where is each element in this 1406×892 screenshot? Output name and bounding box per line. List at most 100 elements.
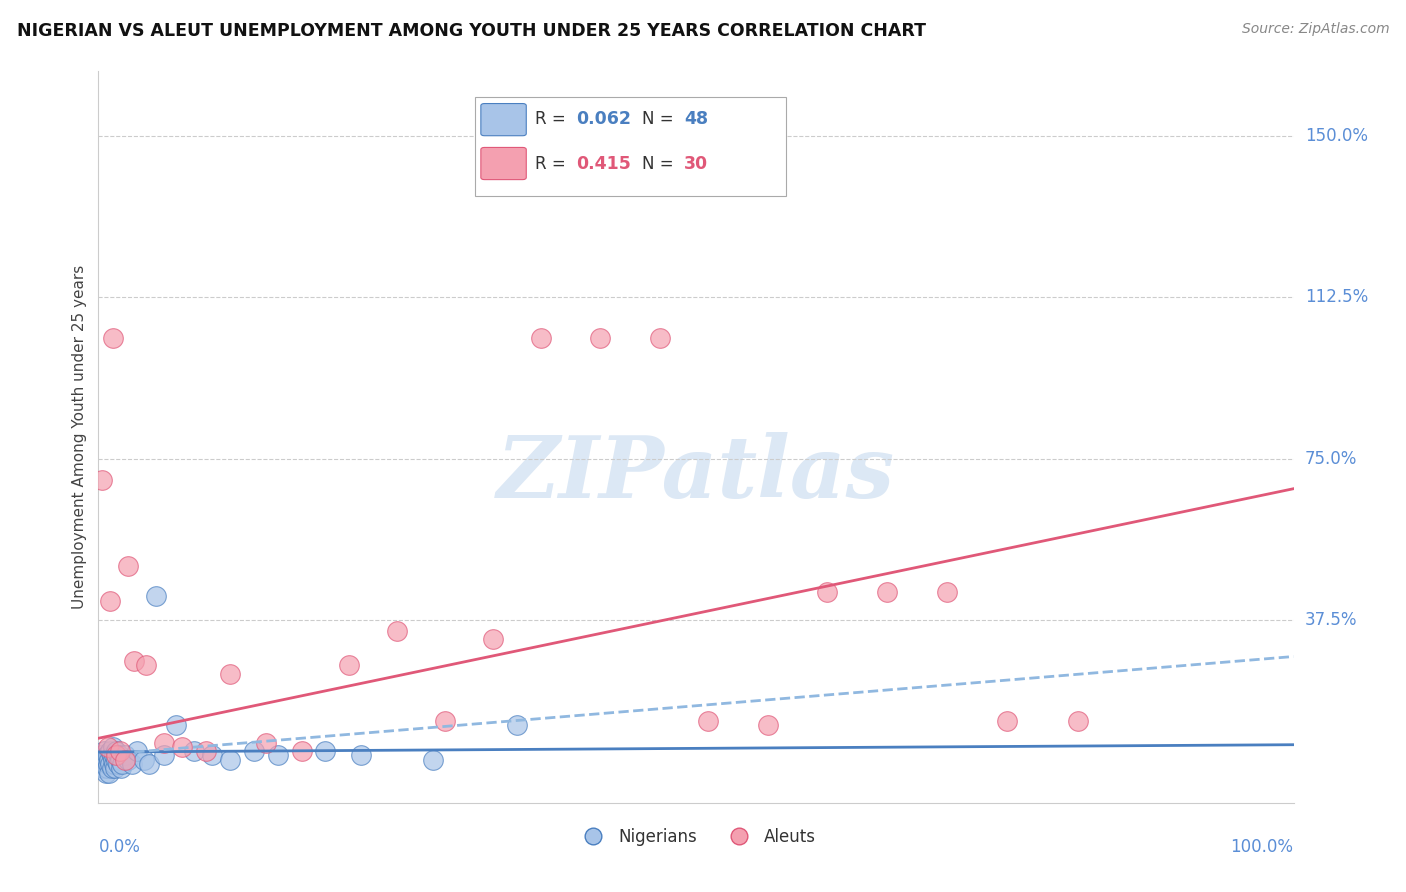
Point	[125, 744, 148, 758]
Text: N =: N =	[643, 154, 679, 172]
Point	[96, 761, 118, 775]
Text: NIGERIAN VS ALEUT UNEMPLOYMENT AMONG YOUTH UNDER 25 YEARS CORRELATION CHART: NIGERIAN VS ALEUT UNEMPLOYMENT AMONG YOU…	[17, 22, 927, 40]
Point	[121, 757, 143, 772]
FancyBboxPatch shape	[475, 97, 786, 195]
Point	[96, 748, 118, 763]
Text: 0.062: 0.062	[576, 110, 631, 128]
Text: 48: 48	[685, 110, 709, 128]
Y-axis label: Unemployment Among Youth under 25 years: Unemployment Among Youth under 25 years	[72, 265, 87, 609]
Point	[153, 748, 176, 763]
Point	[506, 718, 529, 732]
Point	[195, 744, 218, 758]
Point	[101, 331, 124, 345]
Point	[145, 589, 167, 603]
Point	[98, 593, 122, 607]
Point	[91, 473, 114, 487]
Point	[165, 718, 187, 732]
Point	[350, 748, 373, 763]
Point	[100, 761, 122, 775]
Point	[98, 744, 122, 758]
Text: N =: N =	[643, 110, 679, 128]
Point	[94, 753, 117, 767]
Point	[107, 757, 129, 772]
Point	[117, 753, 139, 767]
Point	[105, 744, 128, 758]
Point	[90, 748, 112, 763]
Point	[267, 748, 290, 763]
Point	[107, 748, 129, 763]
Point	[98, 765, 121, 780]
Point	[104, 761, 127, 775]
Point	[93, 757, 115, 772]
Point	[315, 744, 337, 758]
Point	[243, 744, 266, 758]
Text: Source: ZipAtlas.com: Source: ZipAtlas.com	[1241, 22, 1389, 37]
Point	[97, 757, 120, 772]
Point	[1067, 714, 1090, 728]
Text: 112.5%: 112.5%	[1305, 288, 1368, 306]
Point	[94, 765, 117, 780]
Point	[101, 753, 124, 767]
Point	[589, 331, 612, 345]
Point	[756, 718, 779, 732]
Point	[91, 753, 114, 767]
Point	[936, 585, 959, 599]
Point	[110, 761, 132, 775]
Legend: Nigerians, Aleuts: Nigerians, Aleuts	[569, 822, 823, 853]
Point	[138, 757, 160, 772]
Point	[254, 735, 277, 749]
Point	[98, 753, 121, 767]
Point	[291, 744, 314, 758]
Point	[434, 714, 457, 728]
Point	[103, 748, 125, 763]
Point	[100, 748, 122, 763]
Text: 0.415: 0.415	[576, 154, 631, 172]
Point	[172, 739, 194, 754]
FancyBboxPatch shape	[481, 147, 526, 179]
Point	[108, 753, 131, 767]
Point	[91, 757, 114, 772]
Point	[97, 739, 120, 754]
Point	[697, 714, 720, 728]
Point	[103, 757, 125, 772]
Text: 150.0%: 150.0%	[1305, 127, 1368, 145]
Point	[93, 744, 115, 758]
Point	[815, 585, 838, 599]
Text: R =: R =	[534, 154, 571, 172]
Point	[124, 654, 146, 668]
Text: 100.0%: 100.0%	[1230, 838, 1294, 855]
Text: 75.0%: 75.0%	[1305, 450, 1357, 467]
Text: 0.0%: 0.0%	[98, 838, 141, 855]
Point	[995, 714, 1018, 728]
Point	[219, 753, 242, 767]
Point	[422, 753, 444, 767]
Point	[530, 331, 553, 345]
Text: R =: R =	[534, 110, 571, 128]
Point	[135, 658, 157, 673]
Text: ZIPatlas: ZIPatlas	[496, 432, 896, 516]
Point	[91, 761, 114, 775]
Point	[385, 624, 409, 638]
Point	[105, 748, 128, 763]
Point	[153, 735, 176, 749]
Point	[108, 744, 131, 758]
Point	[201, 748, 224, 763]
FancyBboxPatch shape	[481, 103, 526, 136]
Point	[648, 331, 672, 345]
Point	[132, 753, 155, 767]
Point	[111, 757, 134, 772]
Point	[339, 658, 361, 673]
Point	[105, 753, 128, 767]
Point	[114, 748, 136, 763]
Point	[114, 753, 136, 767]
Point	[101, 739, 124, 754]
Text: 37.5%: 37.5%	[1305, 611, 1357, 629]
Point	[117, 559, 139, 574]
Text: 30: 30	[685, 154, 709, 172]
Point	[481, 632, 505, 647]
Point	[219, 666, 242, 681]
Point	[97, 748, 120, 763]
Point	[876, 585, 898, 599]
Point	[98, 757, 122, 772]
Point	[183, 744, 205, 758]
